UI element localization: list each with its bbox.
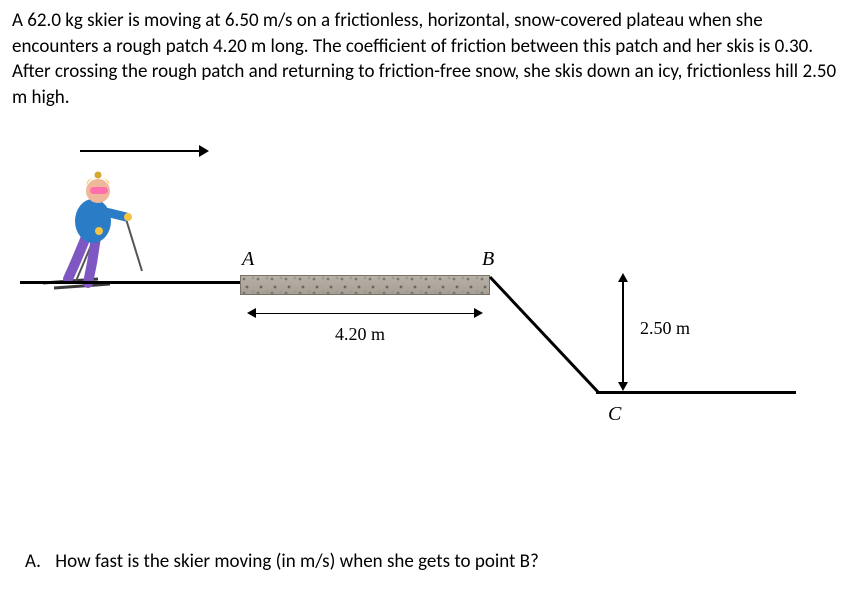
hill-height-dimension xyxy=(610,273,640,391)
hill-slope xyxy=(488,273,602,397)
plateau-surface xyxy=(20,281,240,284)
dim-arrow-horizontal xyxy=(255,313,475,315)
motion-arrow xyxy=(80,150,200,152)
rough-patch xyxy=(240,275,490,295)
question-letter: A. xyxy=(25,550,51,573)
rough-patch-length-label: 4.20 m xyxy=(335,324,385,345)
point-label-b: B xyxy=(482,248,494,271)
skier-illustration xyxy=(38,171,148,291)
point-label-a: A xyxy=(242,248,254,271)
hill-height-label: 2.50 m xyxy=(640,318,690,339)
problem-statement: A 62.0 kg skier is moving at 6.50 m/s on… xyxy=(0,0,862,123)
diagram: A B 4.20 m 2.50 m C xyxy=(0,123,862,453)
point-label-c: C xyxy=(608,403,621,426)
question-a: A. How fast is the skier moving (in m/s)… xyxy=(25,550,539,573)
question-text: How fast is the skier moving (in m/s) wh… xyxy=(55,550,539,573)
dim-arrow-vertical xyxy=(622,281,624,383)
lower-surface xyxy=(596,391,796,394)
